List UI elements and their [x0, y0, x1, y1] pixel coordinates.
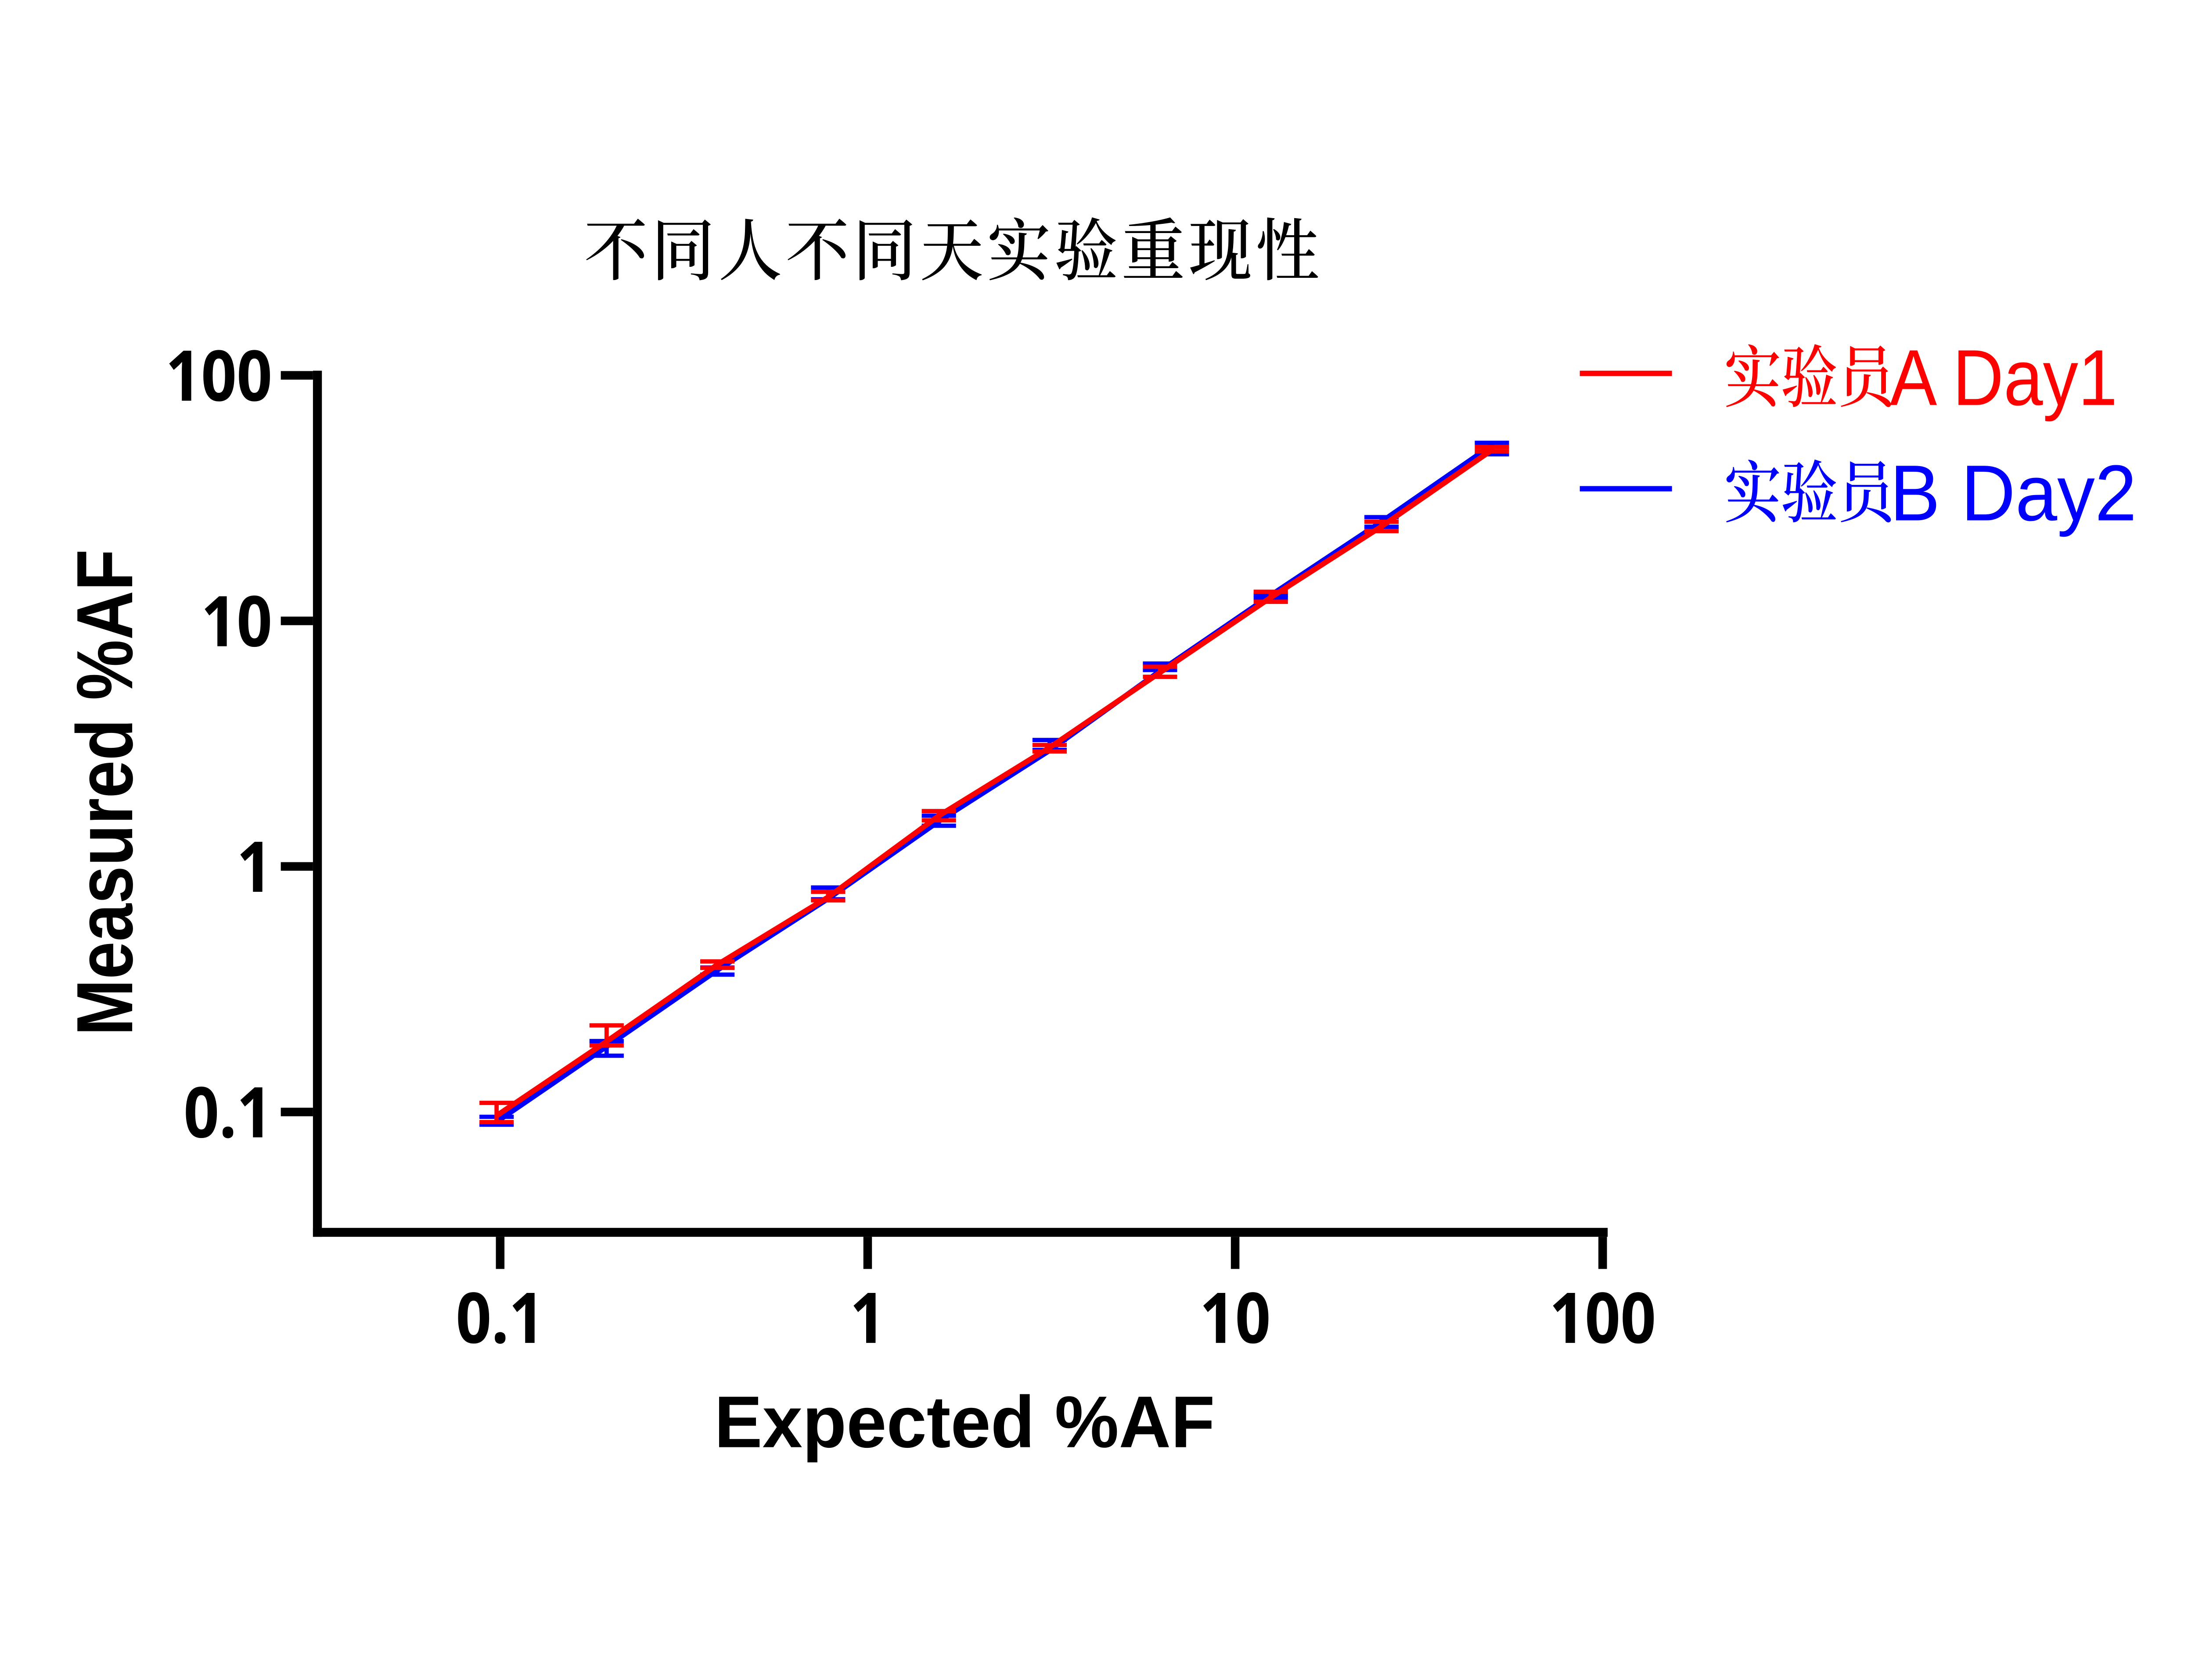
svg-text:B Day2: B Day2	[1890, 449, 2137, 538]
svg-text:Expected %AF: Expected %AF	[714, 1381, 1215, 1463]
svg-text:A Day1: A Day1	[1890, 334, 2117, 422]
svg-text:Measured %AF: Measured %AF	[60, 549, 149, 1036]
